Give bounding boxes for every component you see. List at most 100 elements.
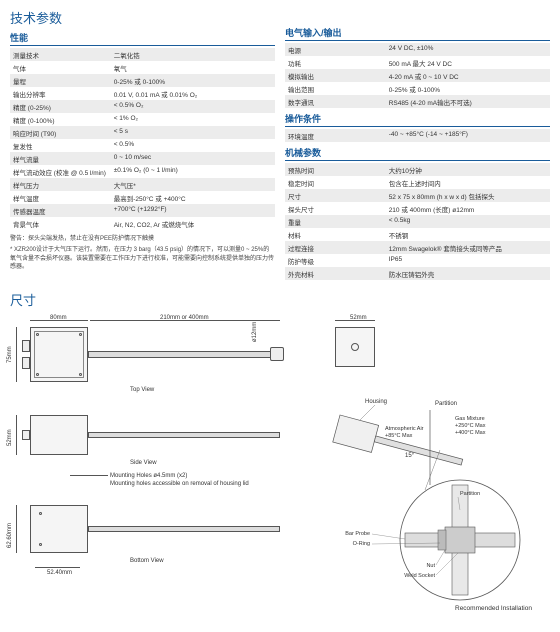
spec-cell: 气体 [10, 61, 111, 74]
rec-install: Recommended Installation [455, 605, 532, 612]
spec-cell: 环境温度 [285, 129, 386, 142]
top-probe [88, 351, 280, 358]
oper-table: 环境温度-40 ~ +85°C (-14 ~ +185°F) [285, 129, 550, 142]
spec-cell: 210 或 400mm (长度) ø12mm [386, 202, 550, 215]
spec-cell: RS485 (4-20 mA输出不可选) [386, 95, 550, 108]
spec-row: 复发性< 0.5% [10, 139, 275, 152]
spec-cell: 精度 (0-25%) [10, 100, 111, 113]
spec-cell: 500 mA 最大 24 V DC [386, 56, 550, 69]
spec-cell: 探头尺寸 [285, 202, 386, 215]
weld-label: Weld Socket [404, 573, 435, 579]
spec-cell: 模拟输出 [285, 69, 386, 82]
spec-row: 电源24 V DC, ±10% [285, 43, 550, 56]
spec-row: 预热时间大约10分钟 [285, 163, 550, 176]
spec-row: 材料不锈钢 [285, 228, 550, 241]
spec-row: 精度 (0-25%)< 0.5% O₂ [10, 100, 275, 113]
spec-cell: 大约10分钟 [386, 163, 550, 176]
dimline [16, 505, 17, 553]
spec-row: 响应时间 (T90)< 5 s [10, 126, 275, 139]
spec-row: 样气流量0 ~ 10 m/sec [10, 152, 275, 165]
dimline [30, 320, 88, 321]
spec-cell: 过程连接 [285, 241, 386, 254]
probe-nut [270, 347, 284, 361]
spec-cell: 重量 [285, 215, 386, 228]
spec-cell: 精度 (0-100%) [10, 113, 111, 126]
spec-row: 样气压力大气压* [10, 178, 275, 191]
spec-row: 背景气体Air, N2, CO2, Ar 或燃烧气体 [10, 217, 275, 230]
spec-cell: 稳定时间 [285, 176, 386, 189]
spec-row: 精度 (0-100%)< 1% O₂ [10, 113, 275, 126]
spec-cell: 最高到-250°C 或 +400°C [111, 191, 275, 204]
mounting-holes-2: Mounting holes accessible on removal of … [110, 481, 249, 487]
side-probe [88, 432, 280, 438]
dimline [16, 415, 17, 455]
angle-label: 15° [405, 453, 415, 459]
bottom-housing [30, 505, 88, 553]
spec-cell: IP65 [386, 254, 550, 267]
spec-cell: 二氧化锆 [111, 48, 275, 61]
spec-cell: 防护等级 [285, 254, 386, 267]
bottom-view-label: Bottom View [130, 558, 164, 564]
spec-cell: < 0.5% [111, 139, 275, 152]
perf-table: 测量技术二氧化锆气体氧气量程0-25% 或 0-100%输出分辨率0.01 V,… [10, 48, 275, 230]
spec-cell: 不锈钢 [386, 228, 550, 241]
spec-row: 测量技术二氧化锆 [10, 48, 275, 61]
spec-row: 重量< 0.5kg [285, 215, 550, 228]
dims-heading: 尺寸 [10, 290, 550, 309]
partition-label2: Partition [460, 491, 480, 497]
elec-heading: 电气输入/输出 [285, 26, 550, 41]
partition-label: Partition [435, 401, 457, 407]
side-view-label: Side View [130, 460, 157, 466]
spec-cell: 样气流量 [10, 152, 111, 165]
oper-heading: 操作条件 [285, 112, 550, 127]
spec-row: 输出分辨率0.01 V, 0.01 mA 或 0.01% O₂ [10, 87, 275, 100]
spec-cell: 数字通讯 [285, 95, 386, 108]
right-col: 电气输入/输出 电源24 V DC, ±10%功耗500 mA 最大 24 V … [285, 6, 550, 280]
svg-text:+400°C Max: +400°C Max [455, 430, 486, 436]
spec-row: 样气流动效应 (校准 @ 0.5 l/min)±0.1% O₂ (0 ~ 1 l… [10, 165, 275, 178]
spec-cell: 0 ~ 10 m/sec [111, 152, 275, 165]
left-col: 技术参数 性能 测量技术二氧化锆气体氧气量程0-25% 或 0-100%输出分辨… [10, 6, 275, 280]
bottom-probe [88, 526, 280, 532]
perf-heading: 性能 [10, 31, 275, 46]
spec-cell: 传感器温度 [10, 204, 111, 217]
spec-cell: 背景气体 [10, 217, 111, 230]
oring-label: O-Ring [353, 541, 370, 547]
spec-cell: Air, N2, CO2, Ar 或燃烧气体 [111, 217, 275, 230]
spec-row: 外壳材料防水压铸铝外壳 [285, 267, 550, 280]
spec-cell: -40 ~ +85°C (-14 ~ +185°F) [386, 129, 550, 142]
install-diagram: Housing Partition Atmospheric Air +85°C … [310, 395, 550, 615]
spec-cell: 响应时间 (T90) [10, 126, 111, 139]
mech-table: 预热时间大约10分钟稳定时间包含在上述时间内尺寸52 x 75 x 80mm (… [285, 163, 550, 280]
notes: 警告：探头尖端发热，禁止在没有PEE防护情况下触摸 * XZR200设计于大气压… [10, 235, 275, 272]
spec-cell: < 0.5kg [386, 215, 550, 228]
spec-row: 尺寸52 x 75 x 80mm (h x w x d) 包括探头 [285, 189, 550, 202]
atm-label: Atmospheric Air [385, 426, 424, 432]
spec-cell: 4-20 mA 或 0 ~ 10 V DC [386, 69, 550, 82]
spec-cell: < 1% O₂ [111, 113, 275, 126]
spec-row: 功耗500 mA 最大 24 V DC [285, 56, 550, 69]
spec-cell: 24 V DC, ±10% [386, 43, 550, 56]
nut-label: Nut [426, 563, 435, 569]
spec-cell: 量程 [10, 74, 111, 87]
spec-cell: 外壳材料 [285, 267, 386, 280]
spec-cell: 功耗 [285, 56, 386, 69]
leader [70, 475, 108, 476]
spec-row: 探头尺寸210 或 400mm (长度) ø12mm [285, 202, 550, 215]
dimline [335, 320, 375, 321]
spec-cell: 大气压* [111, 178, 275, 191]
spec-cell: 样气流动效应 (校准 @ 0.5 l/min) [10, 165, 111, 178]
elec-table: 电源24 V DC, ±10%功耗500 mA 最大 24 V DC模拟输出4-… [285, 43, 550, 108]
connector [22, 340, 30, 352]
spec-columns: 技术参数 性能 测量技术二氧化锆气体氧气量程0-25% 或 0-100%输出分辨… [10, 6, 550, 280]
spec-cell: 样气压力 [10, 178, 111, 191]
spec-cell: 尺寸 [285, 189, 386, 202]
warning-text: 警告：探头尖端发热，禁止在没有PEE防护情况下触摸 [10, 235, 275, 243]
spec-cell: 输出分辨率 [10, 87, 111, 100]
spec-row: 模拟输出4-20 mA 或 0 ~ 10 V DC [285, 69, 550, 82]
spec-row: 量程0-25% 或 0-100% [10, 74, 275, 87]
barprobe-label: Bar Probe [345, 531, 370, 537]
gas-label: Gas Mixture [455, 416, 485, 422]
spec-cell: 输出范围 [285, 82, 386, 95]
connector [22, 357, 30, 369]
